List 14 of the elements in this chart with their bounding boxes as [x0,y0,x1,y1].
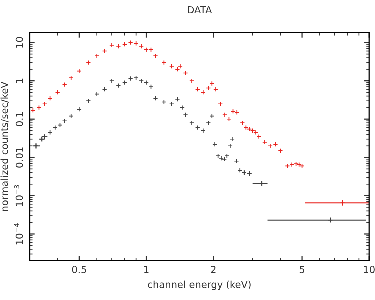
y-tick-label: 0.1 [16,112,24,126]
x-tick-label: 1 [144,266,149,274]
y-tick-label: 10 [16,37,24,48]
y-axis-title: normalized counts/sec/keV [0,82,10,212]
y-tick-label: 0.01 [16,148,24,168]
y-tick-label: 10$^{−3}$ [14,185,24,206]
y-tick-label: 10$^{−4}$ [14,224,24,245]
x-tick-label: 2 [211,266,216,274]
x-tick-label: 5 [300,266,305,274]
x-axis-title: channel energy (keV) [148,280,251,290]
x-tick-label: 10 [364,266,375,274]
y-tick-label: 1 [16,78,24,84]
chart-title: DATA [188,6,212,14]
x-tick-label: 0.5 [72,266,86,274]
